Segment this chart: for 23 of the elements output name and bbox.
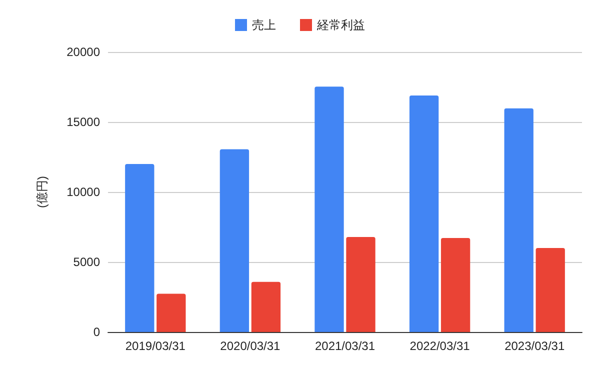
bar [536, 248, 565, 332]
y-axis-title: (億円) [35, 176, 49, 208]
y-tick-label: 15000 [66, 115, 100, 129]
bar [346, 236, 376, 332]
y-tick-label: 5000 [73, 255, 100, 269]
bar [251, 282, 281, 332]
legend-label: 経常利益 [316, 18, 365, 32]
x-tick-label: 2022/03/31 [410, 339, 470, 353]
bar [156, 294, 186, 332]
legend-label: 売上 [252, 18, 276, 32]
y-tick-label: 0 [93, 325, 100, 339]
bar [314, 86, 344, 332]
bar [440, 238, 470, 332]
bar [409, 96, 439, 332]
x-tick-label: 2019/03/31 [125, 339, 186, 353]
x-tick-label: 2020/03/31 [220, 339, 281, 353]
x-tick-label: 2023/03/31 [504, 339, 565, 353]
y-tick-label: 20000 [66, 45, 100, 59]
bar [504, 108, 534, 332]
y-tick-label: 10000 [66, 185, 100, 199]
bar [125, 164, 154, 332]
x-tick-label: 2021/03/31 [314, 339, 376, 353]
bar [220, 149, 250, 332]
